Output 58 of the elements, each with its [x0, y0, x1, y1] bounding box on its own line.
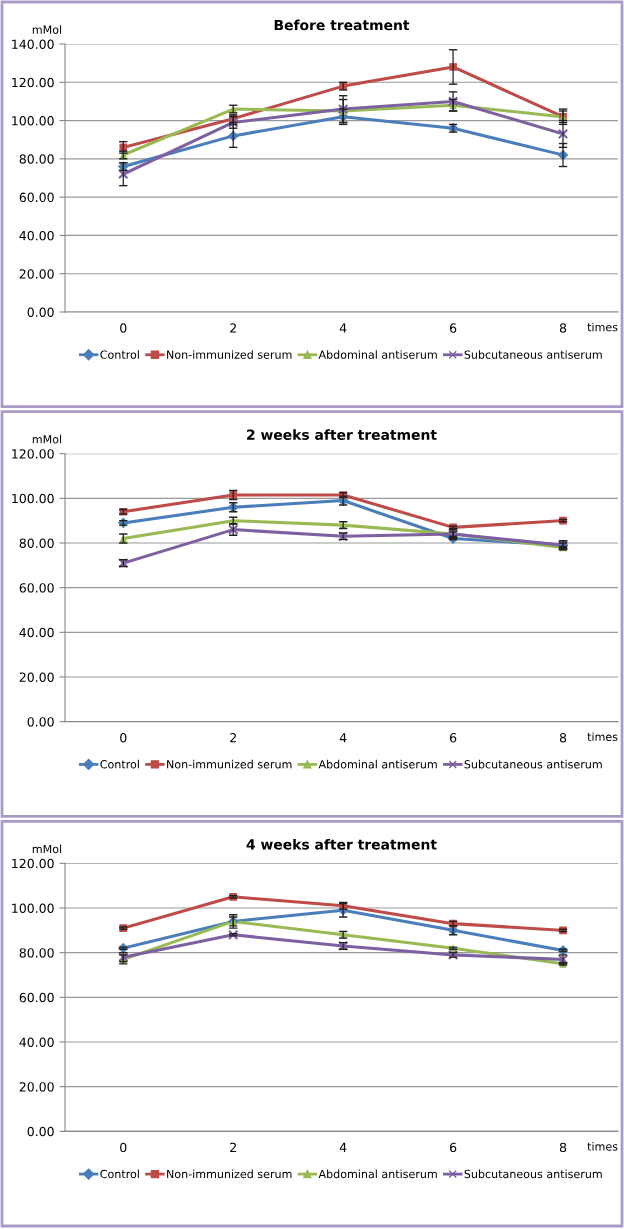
x-tick-label: 6 [449, 323, 457, 333]
y-axis-title: mMol [32, 844, 62, 854]
x-tick-label: 4 [339, 1142, 347, 1152]
y-tick-label: 20.00 [19, 269, 54, 279]
y-tick-label: 40.00 [19, 627, 54, 638]
x-tick-label: 8 [559, 1142, 567, 1153]
y-tick-label: 0.00 [27, 1126, 54, 1137]
x-tick-label: 4 [339, 733, 347, 743]
y-tick-label: 40.00 [19, 230, 54, 241]
chart-title: 2 weeks after treatment [247, 429, 437, 440]
y-axis-title: mMol [32, 25, 62, 34]
x-tick-label: 4 [339, 323, 347, 333]
legend-label: Non-immunized serum [167, 759, 292, 769]
x-tick-label: 8 [559, 733, 567, 743]
legend-label: Control [100, 759, 139, 769]
legend-label: Subcutaneous antiserum [464, 1169, 602, 1179]
y-tick-label: 120.00 [12, 858, 54, 869]
x-tick-label: 8 [559, 323, 567, 333]
legend-label: Abdominal antiserum [318, 350, 437, 359]
y-tick-label: 80.00 [19, 538, 54, 548]
y-axis-title: mMol [32, 434, 62, 444]
y-tick-label: 100.00 [12, 116, 54, 126]
legend-label: Control [100, 350, 139, 359]
x-tick-label: 6 [449, 1142, 457, 1153]
legend-label: Abdominal antiserum [318, 759, 437, 769]
y-tick-label: 120.00 [12, 449, 54, 459]
x-tick-label: 2 [230, 1142, 236, 1152]
y-tick-label: 120.00 [12, 77, 54, 88]
y-tick-label: 40.00 [19, 1037, 54, 1047]
legend-label: Non-immunized serum [167, 350, 292, 359]
y-tick-label: 60.00 [19, 192, 54, 203]
legend-label: Subcutaneous antiserum [464, 350, 602, 359]
x-tick-label: 2 [230, 323, 236, 333]
legend-label: Abdominal antiserum [318, 1169, 437, 1179]
x-axis-title: times [587, 1142, 618, 1151]
x-tick-label: 6 [449, 733, 457, 743]
y-tick-label: 20.00 [19, 1082, 54, 1092]
y-tick-label: 140.00 [12, 39, 54, 49]
legend-label: Control [100, 1169, 139, 1179]
y-tick-label: 100.00 [12, 493, 54, 504]
chart-title: Before treatment [274, 19, 410, 31]
x-tick-label: 0 [120, 323, 127, 333]
legend-label: Subcutaneous antiserum [464, 759, 602, 769]
y-tick-label: 60.00 [19, 583, 54, 593]
y-tick-label: 20.00 [19, 672, 54, 682]
x-tick-label: 0 [120, 733, 127, 743]
x-tick-label: 2 [230, 733, 236, 743]
y-tick-label: 0.00 [27, 717, 54, 727]
x-axis-title: times [587, 322, 618, 332]
y-tick-label: 100.00 [12, 903, 54, 913]
y-tick-label: 80.00 [19, 948, 54, 958]
y-tick-label: 0.00 [27, 307, 54, 317]
legend-label: Non-immunized serum [167, 1169, 292, 1179]
chart-title: 4 weeks after treatment [246, 838, 437, 850]
y-tick-label: 60.00 [19, 992, 54, 1003]
x-tick-label: 0 [120, 1142, 127, 1153]
x-axis-title: times [587, 732, 618, 741]
y-tick-label: 80.00 [19, 154, 54, 164]
